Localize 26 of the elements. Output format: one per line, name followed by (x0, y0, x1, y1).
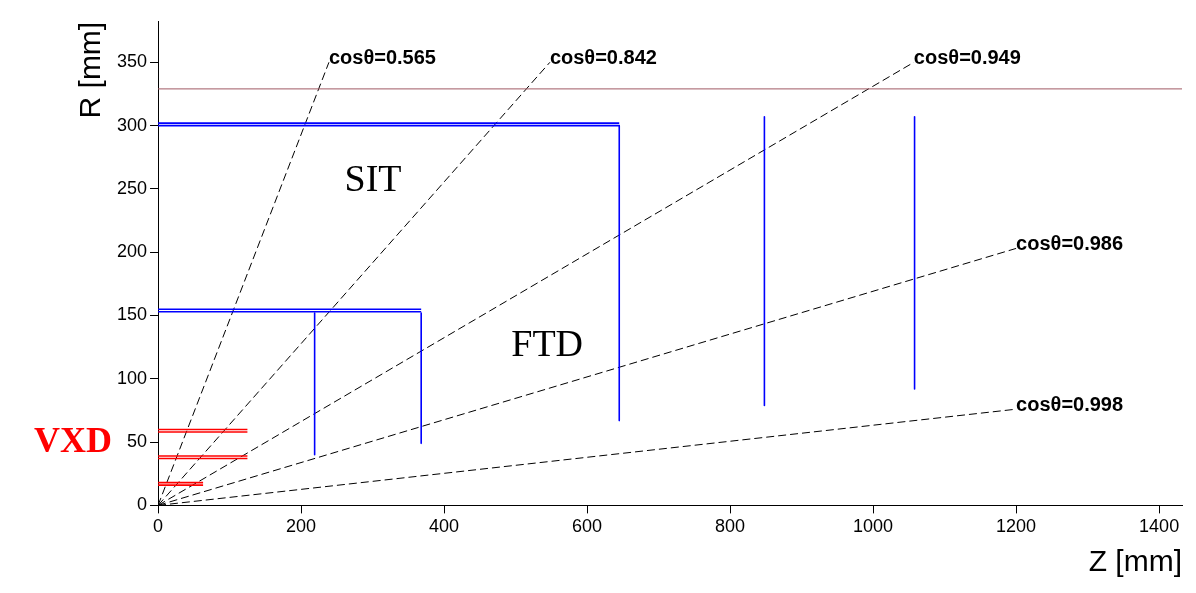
x-tick-label: 0 (153, 516, 164, 537)
x-axis-title: Z [mm] (1088, 544, 1182, 578)
y-tick-label: 250 (116, 177, 148, 198)
series-label: cosθ=0.998 (1016, 392, 1124, 415)
x-tick-label: 200 (286, 516, 317, 537)
x-tick-label: 1200 (996, 516, 1037, 537)
y-tick-label: 300 (116, 114, 148, 135)
x-tick-label: 1400 (1139, 516, 1180, 537)
series-label: cosθ=0.842 (549, 45, 657, 68)
y-axis-title: R [mm] (73, 21, 107, 119)
y-tick-label: 100 (116, 367, 148, 388)
y-tick-label: 0 (137, 494, 148, 515)
annotation: SIT (344, 157, 402, 200)
y-tick-label: 50 (127, 431, 148, 452)
x-tick-label: 400 (429, 516, 460, 537)
text: VXD (34, 419, 113, 460)
x-tick-label: 1000 (853, 516, 894, 537)
x-tick-label: 800 (715, 516, 746, 537)
y-tick-label: 350 (116, 51, 148, 72)
y-tick-label: 150 (116, 304, 148, 325)
y-tick-label: 200 (116, 241, 148, 262)
series-label: cosθ=0.949 (913, 45, 1021, 68)
series-label: cosθ=0.565 (328, 45, 436, 68)
series-label: cosθ=0.986 (1016, 231, 1124, 254)
annotation: FTD (511, 321, 584, 364)
x-tick-label: 600 (572, 516, 603, 537)
